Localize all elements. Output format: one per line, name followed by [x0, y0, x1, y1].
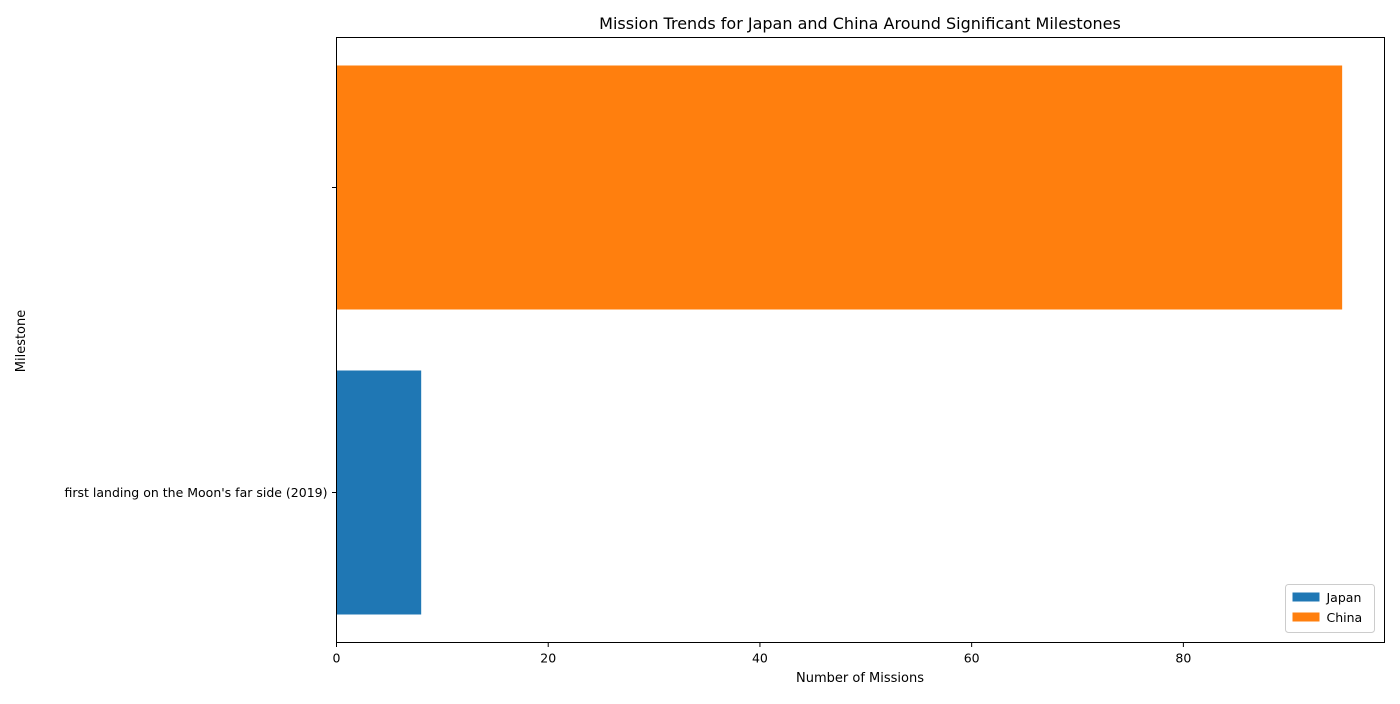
x-tick-label: 80	[1175, 651, 1191, 666]
y-axis-label: Milestone	[14, 310, 29, 373]
y-tick-label: first landing on the Moon's far side (20…	[65, 485, 328, 500]
bar-china-1	[336, 65, 1343, 310]
x-tick-label: 20	[540, 651, 556, 666]
x-axis-label: Number of Missions	[796, 671, 924, 686]
x-tick-label: 40	[752, 651, 768, 666]
x-tick-label: 0	[333, 651, 341, 666]
legend-swatch-japan	[1292, 592, 1320, 602]
bars-layer	[336, 65, 1343, 615]
legend-swatch-china	[1292, 612, 1320, 622]
legend-label-japan: Japan	[1326, 590, 1362, 605]
legend-label-china: China	[1327, 610, 1363, 625]
x-tick-label: 60	[964, 651, 980, 666]
legend: Japan China	[1285, 584, 1375, 633]
bar-japan-0	[336, 370, 422, 615]
chart-title: Mission Trends for Japan and China Aroun…	[599, 14, 1121, 33]
plot-frame	[336, 37, 1385, 643]
x-axis-ticks: 0 20 40 60 80	[333, 642, 1191, 666]
y-axis-ticks: first landing on the Moon's far side (20…	[65, 187, 337, 500]
